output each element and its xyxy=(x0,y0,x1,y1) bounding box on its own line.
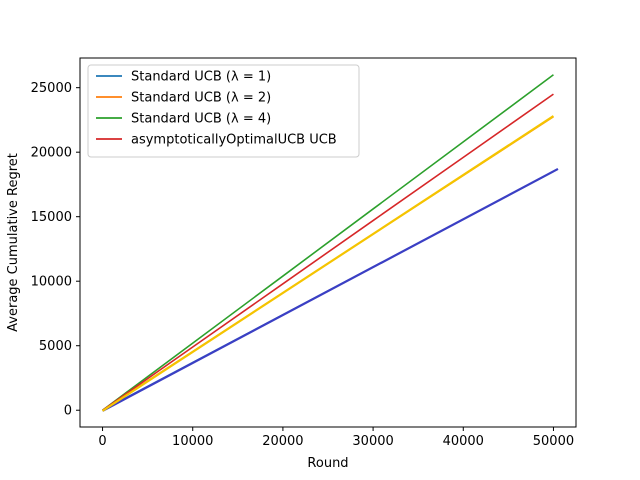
x-tick-label-40000: 40000 xyxy=(443,434,484,449)
plot-frame xyxy=(79,57,577,428)
legend-label-2: Standard UCB (λ = 2) xyxy=(131,91,271,106)
plot-marks xyxy=(101,74,559,412)
legend-label-3: Standard UCB (λ = 4) xyxy=(131,112,271,127)
x-tick-label-30000: 30000 xyxy=(352,434,393,449)
y-tick-label-20000: 20000 xyxy=(31,146,72,161)
y-tick-label-25000: 25000 xyxy=(31,81,72,96)
legend-label-1: Standard UCB (λ = 1) xyxy=(131,70,271,85)
x-tick-label-0: 0 xyxy=(98,434,106,449)
x-tick-label-20000: 20000 xyxy=(262,434,303,449)
x-axis-label: Round xyxy=(307,456,348,471)
legend-label-4: asymptoticallyOptimalUCB UCB xyxy=(131,133,337,148)
x-axis: 0 10000 20000 30000 40000 50000 xyxy=(98,427,574,449)
series-line-4 xyxy=(102,93,554,411)
y-tick-label-15000: 15000 xyxy=(31,210,72,225)
y-axis-label: Average Cumulative Regret xyxy=(6,153,21,332)
legend: Standard UCB (λ = 1) Standard UCB (λ = 2)… xyxy=(87,64,360,158)
x-tick-label-50000: 50000 xyxy=(533,434,574,449)
y-axis: 0 5000 10000 15000 20000 25000 xyxy=(31,81,80,419)
series-line-3 xyxy=(102,74,554,411)
overlay-band-1 xyxy=(102,167,559,412)
y-tick-label-0: 0 xyxy=(64,404,72,419)
y-tick-label-5000: 5000 xyxy=(39,339,72,354)
legend-box xyxy=(87,64,360,158)
overlay-band-2 xyxy=(101,115,555,412)
y-tick-label-10000: 10000 xyxy=(31,275,72,290)
x-tick-label-10000: 10000 xyxy=(172,434,213,449)
